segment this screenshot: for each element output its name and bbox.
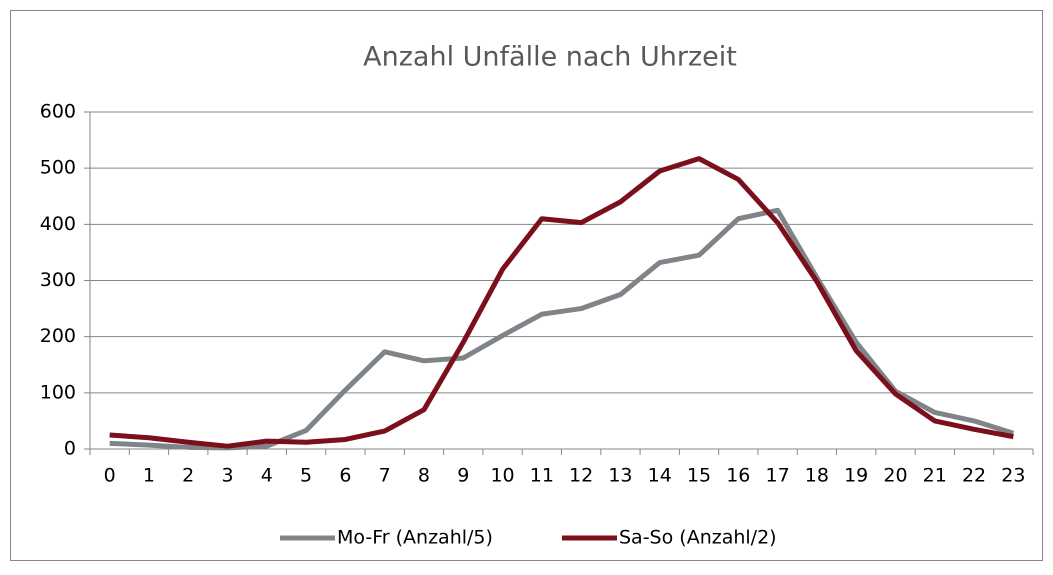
y-tick-label: 400 [40,213,76,235]
legend-label: Mo-Fr (Anzahl/5) [337,527,493,549]
x-tick-label: 17 [766,465,790,487]
x-tick-label: 20 [883,465,907,487]
x-tick-label: 12 [569,465,593,487]
x-tick-label: 3 [221,465,233,487]
x-tick-label: 2 [182,465,194,487]
x-tick-label: 8 [418,465,430,487]
x-tick-label: 19 [844,465,868,487]
x-tick-label: 18 [805,465,829,487]
x-tick-label: 13 [608,465,632,487]
y-tick-label: 300 [40,269,76,291]
y-tick-label: 0 [64,438,76,460]
x-tick-label: 14 [648,465,672,487]
chart-title: Anzahl Unfälle nach Uhrzeit [363,42,737,73]
x-tick-label: 16 [726,465,750,487]
x-tick-label: 23 [1001,465,1025,487]
line-series [109,156,1014,449]
x-tick-label: 11 [530,465,554,487]
x-tick-label: 21 [923,465,947,487]
x-tick-label: 0 [104,465,116,487]
y-tick-label: 500 [40,157,76,179]
x-tick-label: 15 [687,465,711,487]
y-tick-label: 100 [40,381,76,403]
x-tick-label: 10 [490,465,514,487]
y-tick-label: 600 [40,101,76,123]
chart-frame [10,10,1043,561]
line-series [109,207,1015,451]
legend-label: Sa-So (Anzahl/2) [619,527,777,549]
x-tick-label: 5 [300,465,312,487]
x-tick-label: 22 [962,465,986,487]
x-tick-label: 4 [261,465,273,487]
x-tick-label: 1 [143,465,155,487]
x-tick-label: 9 [457,465,469,487]
x-tick-label: 7 [379,465,391,487]
y-tick-label: 200 [40,325,76,347]
x-tick-label: 6 [339,465,351,487]
